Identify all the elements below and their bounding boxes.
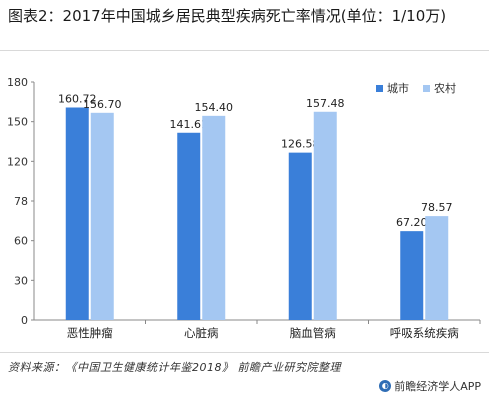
legend-swatch-urban [376, 84, 383, 92]
y-tick-label: 30 [14, 274, 28, 287]
bar-urban [177, 132, 201, 320]
bar-rural [90, 112, 114, 321]
x-tick-label: 脑血管病 [290, 326, 336, 340]
legend-label-urban: 城市 [387, 82, 409, 95]
bottom-divider [0, 352, 489, 353]
data-label: 156.70 [83, 98, 122, 111]
x-tick-label: 呼吸系统疾病 [390, 326, 459, 340]
legend-item-urban: 城市 [376, 80, 409, 96]
y-tick-label: 60 [14, 235, 28, 248]
bar-rural [425, 216, 449, 320]
data-label: 157.48 [306, 97, 345, 110]
legend-item-rural: 农村 [423, 80, 456, 96]
y-tick-label: 78 [14, 195, 28, 208]
data-label: 67.20 [396, 216, 428, 229]
brand: ◐ 前瞻经济学人APP [379, 378, 481, 394]
x-tick-label: 恶性肿瘤 [67, 326, 113, 340]
brand-logo-icon: ◐ [379, 380, 392, 392]
brand-name: 前瞻经济学人APP [394, 380, 481, 393]
legend-swatch-rural [423, 84, 430, 92]
data-label: 160.72 [58, 92, 97, 105]
data-label: 141.61 [170, 118, 209, 131]
data-label: 78.57 [421, 201, 453, 214]
chart-title: 图表2：2017年中国城乡居民典型疾病死亡率情况(单位：1/10万) [8, 7, 447, 25]
y-tick-label: 150 [7, 116, 28, 129]
top-divider [0, 50, 489, 51]
legend: 城市 农村 [376, 80, 456, 96]
bar-urban [288, 152, 312, 320]
y-tick-label: 180 [7, 76, 28, 89]
data-label: 126.58 [281, 138, 320, 151]
legend-label-rural: 农村 [434, 82, 456, 95]
y-tick-label: 0 [21, 314, 28, 327]
source-note: 资料来源：《中国卫生健康统计年鉴2018》 前瞻产业研究院整理 [8, 361, 341, 374]
y-tick-label: 120 [7, 155, 28, 168]
data-label: 154.40 [195, 101, 234, 114]
bar-rural [313, 111, 337, 320]
bar-rural [202, 115, 226, 320]
x-tick-label: 心脏病 [184, 326, 219, 340]
bar-urban [65, 107, 89, 320]
bar-urban [400, 231, 424, 320]
